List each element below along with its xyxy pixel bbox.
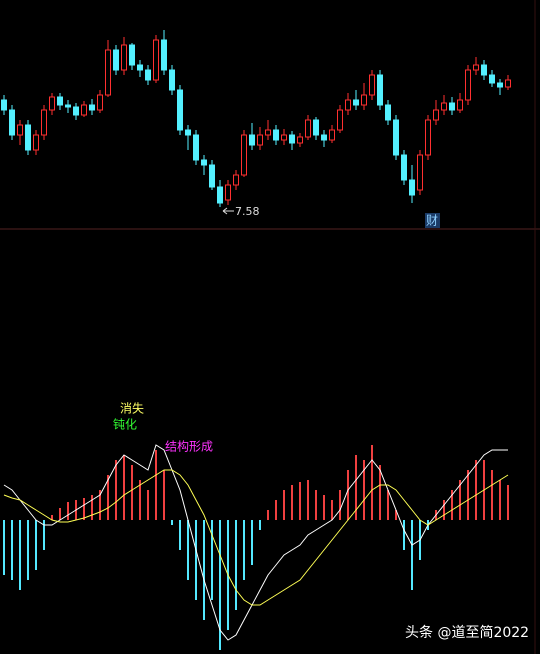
candle-body (9, 109, 15, 136)
candle-body (129, 44, 135, 66)
candle-body (33, 134, 39, 151)
macd-line (3, 469, 509, 606)
annotation: 结构形成 (165, 439, 213, 454)
candle-body (41, 109, 47, 136)
candle-body (121, 44, 127, 71)
candle-body (25, 124, 31, 151)
badge-text: 财 (426, 214, 438, 228)
candle-body (481, 64, 487, 76)
candle-body (369, 74, 375, 96)
candle-body (465, 69, 471, 101)
candle-body (177, 89, 183, 131)
candle-body (329, 129, 335, 141)
candle-body (305, 119, 311, 138)
candle-body (169, 69, 175, 91)
candle-body (209, 164, 215, 188)
candle-body (145, 69, 151, 81)
candle-body (321, 134, 327, 141)
candle-body (337, 109, 343, 131)
candle-body (393, 119, 399, 156)
candle-body (401, 154, 407, 181)
candle-body (81, 104, 87, 116)
candle-body (217, 186, 223, 204)
candle-body (273, 129, 279, 141)
candle-body (57, 96, 63, 106)
watermark: 头条 @道至简2022 (405, 624, 529, 641)
badge-bg (425, 213, 440, 228)
candle-body (353, 99, 359, 106)
candle-body (313, 119, 319, 136)
candle-body (409, 179, 415, 196)
candle-body (281, 134, 287, 141)
candle-body (65, 104, 71, 108)
candle-body (265, 129, 271, 136)
candle-body (161, 39, 167, 71)
candle-body (257, 134, 263, 146)
candle-body (361, 94, 367, 106)
candle-body (289, 134, 295, 144)
annotation-arrowhead (222, 207, 228, 215)
low-price-label: 7.58 (235, 205, 260, 218)
candle-body (153, 39, 159, 81)
macd-line (3, 444, 508, 641)
candle-body (73, 106, 79, 116)
candle-body (297, 136, 303, 144)
candle-body (345, 99, 351, 111)
candle-body (385, 104, 391, 121)
candle-body (417, 154, 423, 191)
candle-body (225, 184, 231, 201)
candle-body (185, 129, 191, 136)
candle-body (249, 134, 255, 146)
candle-body (137, 64, 143, 71)
candle-body (241, 134, 247, 176)
candle-body (49, 96, 55, 111)
candle-body (105, 49, 111, 96)
candle-body (1, 99, 7, 111)
candle-body (89, 104, 95, 111)
candle-body (473, 64, 479, 71)
annotation: 钝化 (113, 418, 137, 432)
candle-body (457, 99, 463, 111)
candle-body (233, 174, 239, 186)
candle-body (113, 49, 119, 71)
candle-body (449, 102, 455, 111)
candle-body (441, 102, 447, 111)
candle-body (201, 159, 207, 166)
candle-body (17, 124, 23, 136)
candle-body (505, 79, 511, 88)
annotation: 消失 (120, 401, 144, 416)
candle-body (433, 109, 439, 121)
candle-body (377, 74, 383, 106)
candle-body (425, 119, 431, 156)
candle-body (193, 134, 199, 161)
candle-body (497, 82, 503, 88)
candle-body (97, 94, 103, 111)
candle-body (489, 74, 495, 84)
